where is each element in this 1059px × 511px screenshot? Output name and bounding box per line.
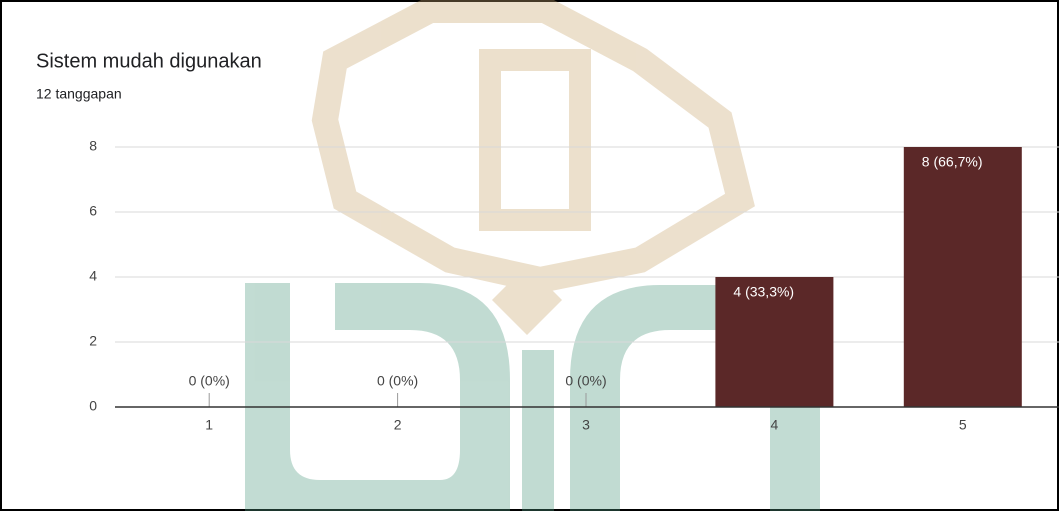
- x-tick-label: 4: [771, 417, 779, 433]
- x-tick-label: 3: [582, 417, 590, 433]
- page: Sistem mudah digunakan 12 tanggapan 0 2 4 6…: [0, 0, 1059, 511]
- y-tick-label: 2: [89, 333, 97, 349]
- value-label: 8 (66,7%): [922, 154, 983, 170]
- chart-title: Sistem mudah digunakan: [36, 50, 262, 72]
- y-tick-label: 4: [89, 268, 97, 284]
- bar: [904, 147, 1022, 407]
- value-label: 4 (33,3%): [733, 284, 794, 300]
- x-tick-label: 1: [205, 417, 213, 433]
- chart: Sistem mudah digunakan 12 tanggapan 0 2 4 6…: [0, 0, 1059, 511]
- y-tick-label: 0: [89, 398, 97, 414]
- y-tick-label: 8: [89, 138, 97, 154]
- value-label: 0 (0%): [189, 373, 230, 389]
- value-label: 0 (0%): [377, 373, 418, 389]
- y-tick-label: 6: [89, 203, 97, 219]
- chart-subtitle: 12 tanggapan: [36, 86, 122, 102]
- x-tick-label: 5: [959, 417, 967, 433]
- value-label: 0 (0%): [565, 373, 606, 389]
- x-tick-label: 2: [394, 417, 402, 433]
